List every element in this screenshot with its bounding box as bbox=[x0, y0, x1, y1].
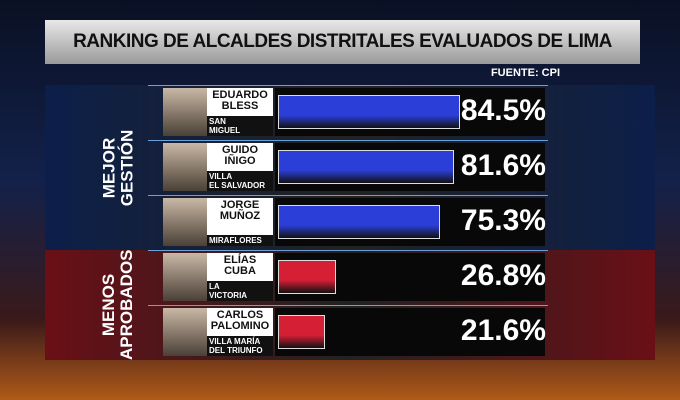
name-box: ELÍAS CUBA LA VICTORIA bbox=[207, 253, 273, 301]
photo bbox=[163, 88, 207, 136]
row-divider bbox=[148, 85, 548, 86]
photo bbox=[163, 308, 207, 356]
bar bbox=[278, 95, 460, 129]
bar bbox=[278, 205, 441, 239]
candidate-name: CARLOS PALOMINO bbox=[210, 309, 270, 332]
bar bbox=[278, 260, 336, 294]
group-label: MENOS APROBADOS bbox=[99, 249, 136, 360]
chart-title: RANKING DE ALCALDES DISTRITALES EVALUADO… bbox=[45, 20, 640, 64]
value-label: 75.3% bbox=[460, 204, 546, 237]
source: FUENTE: CPI bbox=[490, 67, 560, 79]
bar bbox=[278, 150, 454, 184]
value-label: 26.8% bbox=[460, 259, 546, 292]
district: LA VICTORIA bbox=[207, 281, 273, 301]
group-label: MEJOR GESTIÓN bbox=[99, 129, 136, 206]
district: VILLA MARÍA DEL TRIUNFO bbox=[207, 336, 273, 356]
value-label: 21.6% bbox=[460, 314, 546, 347]
name-box: CARLOS PALOMINO VILLA MARÍA DEL TRIUNFO bbox=[207, 308, 273, 356]
value-label: 81.6% bbox=[460, 149, 546, 182]
name-box: JORGE MUÑOZ MIRAFLORES bbox=[207, 198, 273, 246]
value-label: 84.5% bbox=[460, 94, 546, 127]
bar bbox=[278, 315, 325, 349]
candidate-name: EDUARDO BLESS bbox=[212, 89, 268, 112]
district: MIRAFLORES bbox=[207, 235, 273, 246]
district: SAN MIGUEL bbox=[207, 116, 273, 136]
candidate-name: ELÍAS CUBA bbox=[223, 254, 257, 277]
row-divider bbox=[148, 250, 548, 251]
candidate-name: GUIDO IÑIGO bbox=[221, 144, 259, 167]
row-divider bbox=[148, 195, 548, 196]
name-box: EDUARDO BLESS SAN MIGUEL bbox=[207, 88, 273, 136]
row-divider bbox=[148, 140, 548, 141]
photo bbox=[163, 143, 207, 191]
row-divider bbox=[148, 305, 548, 306]
photo bbox=[163, 253, 207, 301]
photo bbox=[163, 198, 207, 246]
candidate-name: JORGE MUÑOZ bbox=[219, 199, 261, 222]
district: VILLA EL SALVADOR bbox=[207, 171, 273, 191]
name-box: GUIDO IÑIGO VILLA EL SALVADOR bbox=[207, 143, 273, 191]
